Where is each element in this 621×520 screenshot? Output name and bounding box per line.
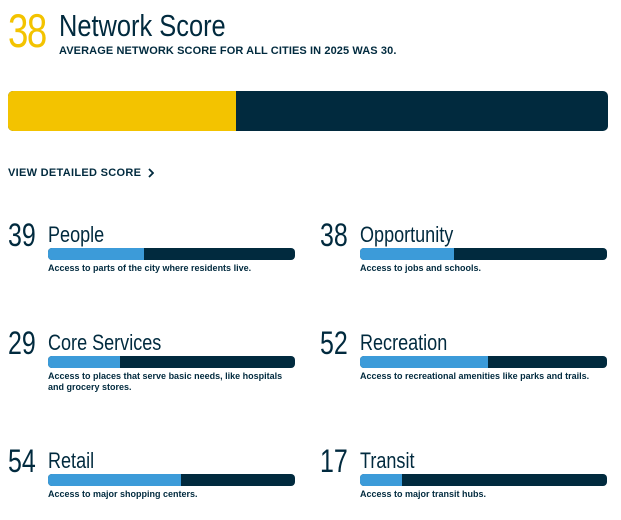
metric-bar-fill	[48, 248, 145, 260]
page-subtitle: AVERAGE NETWORK SCORE FOR ALL CITIES IN …	[59, 45, 397, 57]
metric-bar	[360, 356, 607, 368]
metric-people: 39 People Access to parts of the city wh…	[8, 218, 298, 288]
metric-description: Access to recreational amenities like pa…	[360, 371, 590, 381]
metric-core-services: 29 Core Services Access to places that s…	[8, 326, 298, 396]
metric-bar-fill	[48, 356, 120, 368]
metric-score: 38	[320, 217, 348, 253]
metric-description: Access to major transit hubs.	[360, 489, 487, 499]
chevron-right-icon	[148, 168, 155, 178]
view-detailed-score-link[interactable]: VIEW DETAILED SCORE	[8, 167, 155, 179]
metric-transit: 17 Transit Access to major transit hubs.	[320, 444, 610, 514]
metric-description: Access to jobs and schools.	[360, 263, 482, 273]
metric-bar	[48, 474, 295, 486]
view-detailed-score-label: VIEW DETAILED SCORE	[8, 167, 142, 179]
metric-name: Opportunity	[360, 222, 454, 247]
metric-score: 54	[8, 443, 36, 479]
metric-bar	[360, 248, 607, 260]
overall-score: 38	[8, 4, 47, 57]
page-title: Network Score	[59, 8, 226, 43]
metric-bar-fill	[360, 474, 402, 486]
metric-score: 39	[8, 217, 36, 253]
metric-score: 29	[8, 325, 36, 361]
metric-bar	[48, 248, 295, 260]
overall-score-bar	[8, 91, 608, 131]
metric-retail: 54 Retail Access to major shopping cente…	[8, 444, 298, 514]
metric-score: 52	[320, 325, 348, 361]
metric-opportunity: 38 Opportunity Access to jobs and school…	[320, 218, 610, 288]
metric-bar	[360, 474, 607, 486]
metric-bar-fill	[360, 356, 489, 368]
metric-description: Access to places that serve basic needs,…	[48, 371, 283, 392]
metric-name: Recreation	[360, 330, 448, 355]
metric-name: Transit	[360, 448, 415, 473]
metric-description: Access to parts of the city where reside…	[48, 263, 252, 273]
metric-bar-fill	[360, 248, 454, 260]
metric-description: Access to major shopping centers.	[48, 489, 198, 499]
metric-recreation: 52 Recreation Access to recreational ame…	[320, 326, 610, 396]
overall-score-bar-fill	[8, 91, 236, 131]
metric-bar-fill	[48, 474, 182, 486]
metric-name: Core Services	[48, 330, 162, 355]
metric-name: Retail	[48, 448, 95, 473]
metric-name: People	[48, 222, 105, 247]
metric-score: 17	[320, 443, 348, 479]
metric-bar	[48, 356, 295, 368]
